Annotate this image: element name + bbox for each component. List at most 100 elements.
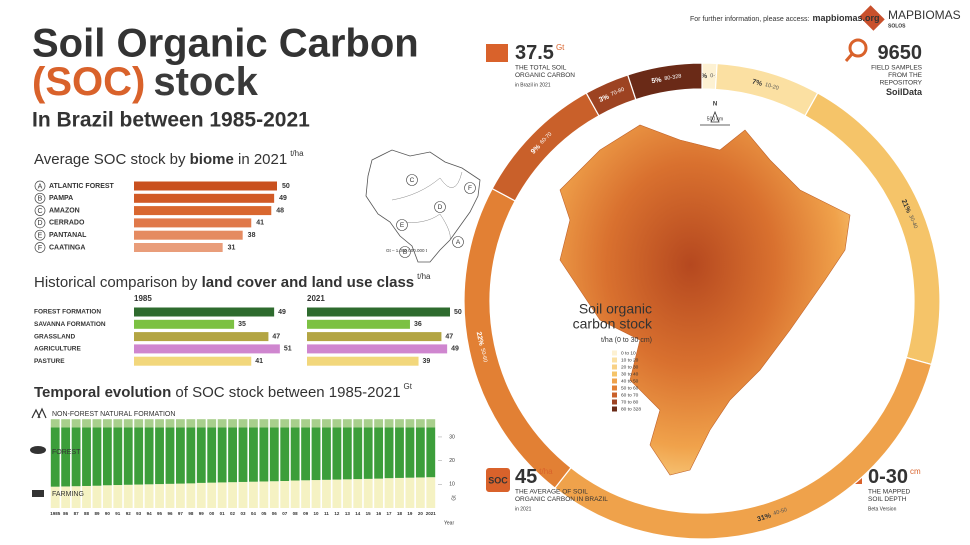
bar-segment [196,419,206,428]
bar-segment [82,419,91,428]
bar-segment [134,427,144,485]
stat-value-part: t/ha [539,467,553,476]
legend-label: 20 to 30 [621,364,639,370]
bar-segment [269,419,279,428]
chart-title-part: t/ha [290,149,304,158]
bar-segment [332,479,342,508]
bar-segment [290,427,300,481]
value-label: 51 [284,346,292,353]
x-tick-label: 87 [74,511,80,516]
x-tick-label: 17 [387,511,393,516]
segment-label: 5% 80-328 [651,73,682,85]
letter-badge [34,192,46,204]
bar-segment [280,427,290,481]
subtitle: In Brazil between 1985-2021 [32,109,310,132]
stat-note: Beta Version [868,506,897,512]
legend-swatch [612,357,617,363]
category-label: CERRADO [49,220,85,227]
bar-segment [144,484,154,508]
bar-segment [353,479,363,508]
x-tick-label: 07 [282,511,288,516]
map-letter: C [410,177,415,184]
bar-segment [102,419,112,428]
bar-segment [123,427,133,485]
bar-segment [165,483,175,508]
bar-segment [290,480,300,508]
category-label: GRASSLAND [34,333,75,340]
title: Soil Organic Carbon [32,22,419,66]
bar-segment [186,483,196,508]
stat-icon [848,38,868,58]
chart-title: Historical comparison by land cover and … [34,272,431,291]
map-scale: Gt – 1.000.000.000 t [386,248,428,253]
bar [134,319,235,329]
x-tick-label: 96 [167,511,173,516]
bar-segment [165,427,175,484]
x-tick-label: 2021 [426,511,437,516]
chart-title-part: in 2021 [234,151,287,168]
segment-label-part: 22% [475,331,485,347]
bar-segment [165,419,175,428]
stat-value-part: 37.5 [515,42,554,64]
north-arrow [710,110,720,123]
stat-text: THE AVERAGE OF SOIL [515,489,588,496]
bar-segment [280,481,290,508]
x-tick-label: 11 [324,511,329,516]
bar [134,332,269,342]
bar-segment [102,485,112,508]
bar-segment [61,427,71,487]
bar-segment [217,427,227,483]
axis-unit: Gt [451,495,457,501]
category-label: ATLANTIC FOREST [49,183,115,190]
brand: MAPBIOMAS [888,8,961,22]
bar-segment [353,419,363,428]
bar-segment [415,419,425,428]
bar-segment [175,427,185,484]
legend-label: 70 to 80 [621,399,639,405]
x-tick-label: 06 [272,511,278,516]
bar-segment [259,419,269,428]
map-letter: B [403,249,407,256]
chart-title: Average SOC stock by biome in 2021 t/ha [34,149,304,168]
map-letter-badge [434,201,446,213]
bar [134,206,272,216]
bar-segment [61,419,71,428]
x-tick-label: 95 [157,511,163,516]
info-part: mapbiomas.org [812,13,879,23]
legend-label: 0 to 10 [621,350,636,356]
value-label: 50 [454,309,462,316]
stat-text: REPOSITORY [880,80,923,87]
bar-segment [311,427,321,481]
bar-segment [144,427,154,485]
bar-segment [322,419,331,428]
donut-segment [714,62,819,117]
bar-segment [82,485,91,508]
info: For further information, please access: m… [690,13,879,23]
logo-mark [859,5,885,31]
segment-label-part: 7% [751,78,763,88]
letter: D [37,220,42,227]
bar [307,332,442,342]
legend-title: Soil organic [579,301,652,317]
bar-segment [290,419,300,428]
legend-label: 30 to 40 [621,371,639,377]
bar-segment [342,419,352,428]
letter: A [38,183,43,190]
x-tick-label: 15 [366,511,372,516]
segment-label: 31%40-50 [756,507,788,523]
bar-segment [196,482,206,508]
x-tick-label: 01 [220,511,226,516]
value-label: 35 [238,321,246,328]
letter-badge [34,180,46,192]
bar-segment [71,486,81,508]
stat-icon [486,468,510,492]
legend-label: 10 to 20 [621,357,639,363]
bar-segment [217,482,227,508]
series-label: 2021 [307,294,325,303]
legend-unit: t/ha (0 to 30 cm) [601,337,652,344]
bar-segment [259,481,269,508]
bar-segment [61,486,71,508]
bar-segment [322,427,331,480]
letter: E [38,233,43,240]
